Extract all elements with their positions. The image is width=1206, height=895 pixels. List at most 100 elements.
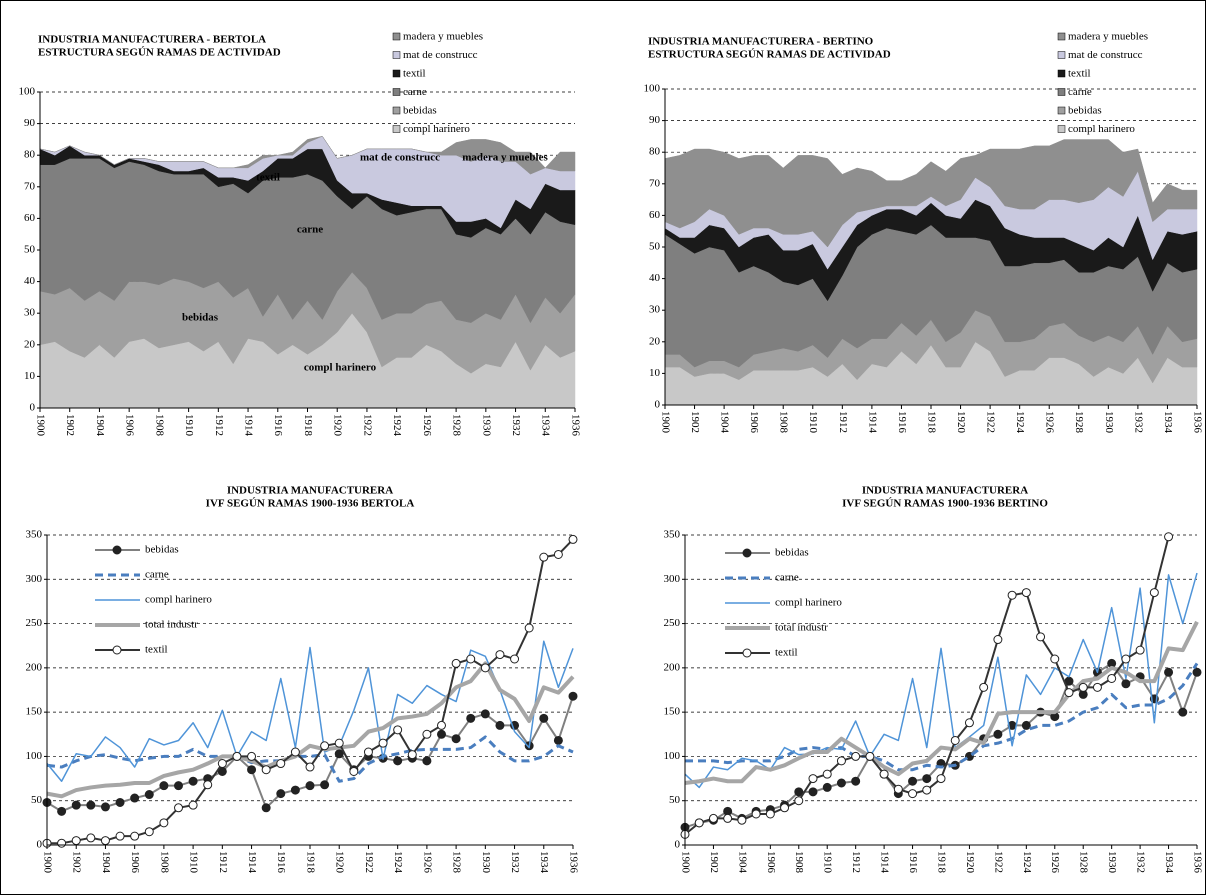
legend-swatch (1057, 32, 1066, 41)
x-tick-label: 1902 (689, 411, 701, 433)
y-tick-label: 90 (649, 114, 661, 126)
legend-label: total industr (145, 619, 198, 631)
legend-marker (112, 645, 122, 655)
y-tick-label: 350 (664, 529, 681, 541)
marker (57, 806, 67, 816)
y-tick-label: 0 (37, 839, 43, 851)
marker (822, 782, 832, 792)
y-tick-label: 300 (664, 573, 681, 585)
marker (737, 815, 747, 825)
marker (1107, 673, 1117, 683)
marker (865, 751, 875, 761)
annotation: bebidas (182, 312, 219, 324)
marker (794, 787, 804, 797)
x-tick-label: 1936 (567, 851, 579, 874)
marker (71, 836, 81, 846)
marker (144, 827, 154, 837)
marker (407, 750, 417, 760)
marker (422, 756, 432, 766)
marker (836, 778, 846, 788)
y-tick-label: 40 (649, 272, 661, 284)
marker (1164, 532, 1174, 542)
marker (217, 759, 227, 769)
marker (466, 654, 476, 664)
y-tick-label: 80 (649, 146, 661, 158)
chart-title: INDUSTRIA MANUFACTURERA - BERTINO (648, 36, 874, 48)
legend-swatch (1057, 69, 1066, 78)
line (46, 640, 574, 782)
x-tick-label: 1920 (334, 851, 346, 874)
marker (393, 725, 403, 735)
marker (334, 749, 344, 759)
marker (159, 818, 169, 828)
x-tick-label: 1932 (510, 414, 522, 436)
legend-swatch (1057, 106, 1066, 115)
marker (378, 738, 388, 748)
x-tick-label: 1924 (392, 851, 404, 874)
y-tick-label: 200 (26, 661, 43, 673)
marker (780, 803, 790, 813)
x-tick-label: 1922 (992, 851, 1004, 873)
marker (495, 650, 505, 660)
line (685, 662, 1199, 772)
y-tick-label: 50 (669, 794, 681, 806)
marker (159, 781, 169, 791)
legend-label: bebidas (1068, 105, 1102, 117)
x-tick-label: 1924 (1021, 851, 1033, 874)
marker (334, 738, 344, 748)
x-tick-label: 1918 (304, 851, 316, 874)
y-tick-label: 300 (26, 573, 43, 585)
x-tick-label: 1926 (1049, 851, 1061, 874)
x-tick-label: 1902 (64, 414, 76, 436)
marker (1078, 682, 1088, 692)
x-tick-label: 1912 (217, 851, 229, 873)
x-tick-label: 1908 (158, 851, 170, 874)
x-tick-label: 1916 (896, 411, 908, 434)
annotation: madera y muebles (462, 152, 548, 164)
marker (510, 654, 520, 664)
marker (1092, 682, 1102, 692)
marker (1050, 654, 1060, 664)
legend-label: compl harinero (775, 597, 842, 609)
x-tick-label: 1916 (275, 851, 287, 874)
line (47, 538, 574, 845)
x-tick-label: 1904 (736, 851, 748, 874)
x-tick-label: 1920 (332, 414, 344, 437)
x-tick-label: 1900 (679, 851, 691, 874)
marker (261, 765, 271, 775)
marker (320, 780, 330, 790)
x-tick-label: 1934 (540, 414, 552, 437)
legend-label: madera y muebles (1068, 31, 1148, 43)
marker (305, 762, 315, 772)
x-tick-label: 1912 (213, 414, 225, 436)
marker (1121, 679, 1131, 689)
y-tick-label: 30 (24, 307, 36, 319)
annotation: textil (256, 172, 280, 184)
x-tick-label: 1936 (1191, 851, 1203, 874)
marker (822, 769, 832, 779)
x-tick-label: 1928 (1078, 851, 1090, 874)
x-tick-label: 1906 (765, 851, 777, 874)
y-tick-label: 90 (24, 117, 36, 129)
marker (922, 785, 932, 795)
x-tick-label: 1932 (1132, 411, 1144, 433)
marker (437, 720, 446, 730)
legend-label: carne (1068, 86, 1092, 98)
marker (363, 747, 373, 757)
x-tick-label: 1922 (363, 851, 375, 873)
legend-label: compl harinero (145, 594, 212, 606)
x-tick-label: 1926 (1044, 411, 1056, 434)
line (46, 735, 574, 783)
marker (568, 691, 578, 701)
chart-subtitle: ESTRUCTURA SEGÚN RAMAS DE ACTIVIDAD (38, 47, 281, 59)
marker (437, 729, 446, 739)
y-tick-label: 80 (24, 149, 36, 161)
marker (305, 781, 315, 791)
x-tick-label: 1934 (538, 851, 550, 874)
chart-title: INDUSTRIA MANUFACTURERA (227, 485, 393, 497)
y-tick-label: 70 (649, 177, 661, 189)
x-tick-label: 1926 (421, 851, 433, 874)
marker (1021, 720, 1031, 730)
y-tick-label: 10 (649, 367, 661, 379)
legend-swatch (392, 51, 401, 59)
